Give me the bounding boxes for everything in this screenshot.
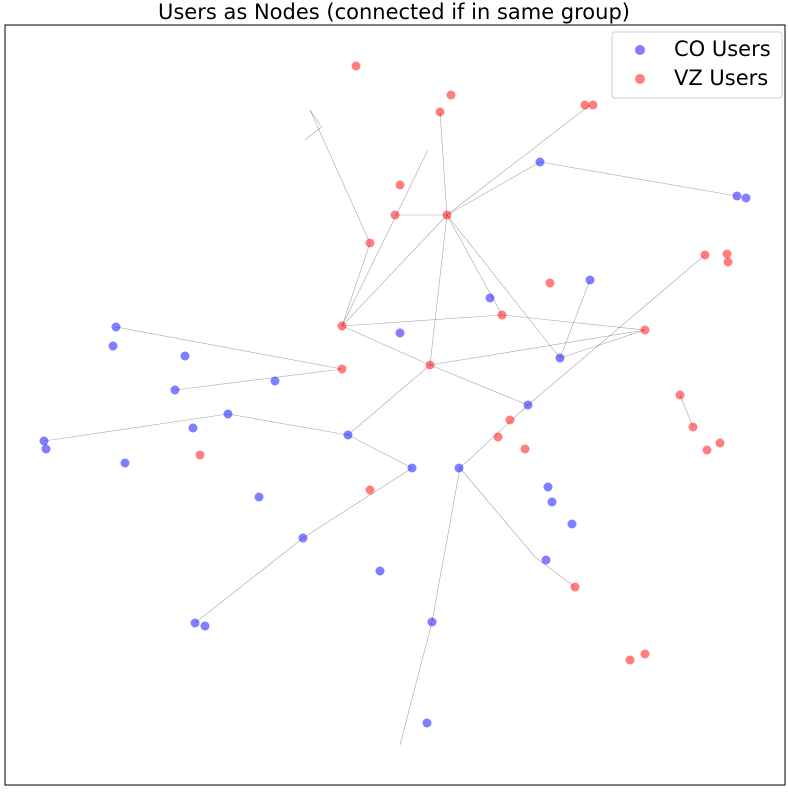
node	[580, 100, 590, 110]
node	[170, 385, 180, 395]
node	[435, 107, 445, 117]
node	[497, 310, 507, 320]
node	[454, 463, 464, 473]
node	[688, 422, 698, 432]
node	[543, 482, 553, 492]
node	[675, 390, 685, 400]
node	[407, 463, 417, 473]
node	[732, 191, 742, 201]
node	[337, 364, 347, 374]
legend-marker	[635, 45, 645, 55]
node	[180, 351, 190, 361]
node	[41, 444, 51, 454]
node	[505, 415, 515, 425]
node	[270, 376, 280, 386]
node	[640, 325, 650, 335]
node	[337, 321, 347, 331]
node	[375, 566, 385, 576]
plot-frame	[4, 24, 786, 786]
node	[254, 492, 264, 502]
chart-title: Users as Nodes (connected if in same gro…	[158, 0, 630, 24]
node	[523, 400, 533, 410]
node	[395, 180, 405, 190]
node	[588, 100, 598, 110]
node	[108, 341, 118, 351]
legend-marker	[635, 74, 645, 84]
node	[195, 450, 205, 460]
node	[570, 582, 580, 592]
node	[715, 438, 725, 448]
node	[111, 322, 121, 332]
node	[395, 328, 405, 338]
node	[640, 649, 650, 659]
node	[427, 617, 437, 627]
node	[585, 275, 595, 285]
node	[555, 353, 565, 363]
node	[120, 458, 130, 468]
node	[485, 293, 495, 303]
node	[700, 250, 710, 260]
node	[541, 555, 551, 565]
node	[545, 278, 555, 288]
node	[722, 249, 732, 259]
node	[567, 519, 577, 529]
node	[298, 533, 308, 543]
edges	[43, 104, 738, 746]
node	[741, 193, 751, 203]
node	[723, 257, 733, 267]
node	[390, 210, 400, 220]
node	[442, 210, 452, 220]
node	[547, 497, 557, 507]
node	[351, 61, 361, 71]
legend-label: VZ Users	[674, 66, 768, 90]
node	[365, 238, 375, 248]
node	[535, 157, 545, 167]
node	[223, 409, 233, 419]
legend-label: CO Users	[674, 37, 771, 61]
legend	[611, 31, 783, 99]
node	[343, 430, 353, 440]
node	[520, 444, 530, 454]
node	[190, 618, 200, 628]
node	[446, 90, 456, 100]
node	[39, 436, 49, 446]
node	[422, 718, 432, 728]
node	[625, 655, 635, 665]
legend-box	[611, 31, 783, 99]
node	[493, 432, 503, 442]
node	[365, 485, 375, 495]
node	[200, 621, 210, 631]
node	[702, 445, 712, 455]
node	[188, 423, 198, 433]
node	[425, 360, 435, 370]
